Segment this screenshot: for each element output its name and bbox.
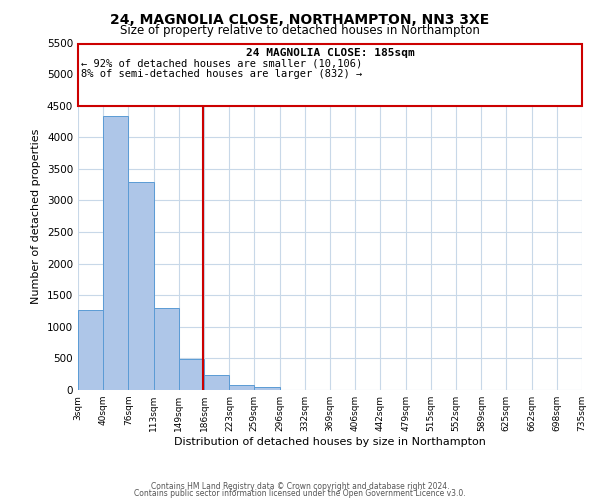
- Text: 8% of semi-detached houses are larger (832) →: 8% of semi-detached houses are larger (8…: [82, 69, 362, 79]
- Y-axis label: Number of detached properties: Number of detached properties: [31, 128, 41, 304]
- Bar: [179, 359, 204, 390]
- Bar: [204, 375, 229, 390]
- X-axis label: Distribution of detached houses by size in Northampton: Distribution of detached houses by size …: [174, 437, 486, 447]
- Text: Contains HM Land Registry data © Crown copyright and database right 2024.: Contains HM Land Registry data © Crown c…: [151, 482, 449, 491]
- Text: 24 MAGNOLIA CLOSE: 185sqm: 24 MAGNOLIA CLOSE: 185sqm: [245, 48, 415, 58]
- Text: ← 92% of detached houses are smaller (10,106): ← 92% of detached houses are smaller (10…: [82, 58, 362, 68]
- Bar: [229, 385, 254, 390]
- Bar: [254, 387, 280, 390]
- Bar: [128, 182, 154, 390]
- FancyBboxPatch shape: [78, 44, 582, 106]
- Bar: [154, 308, 179, 390]
- Bar: [78, 310, 103, 390]
- Text: Contains public sector information licensed under the Open Government Licence v3: Contains public sector information licen…: [134, 489, 466, 498]
- Text: Size of property relative to detached houses in Northampton: Size of property relative to detached ho…: [120, 24, 480, 37]
- Bar: [103, 116, 128, 390]
- Text: 24, MAGNOLIA CLOSE, NORTHAMPTON, NN3 3XE: 24, MAGNOLIA CLOSE, NORTHAMPTON, NN3 3XE: [110, 12, 490, 26]
